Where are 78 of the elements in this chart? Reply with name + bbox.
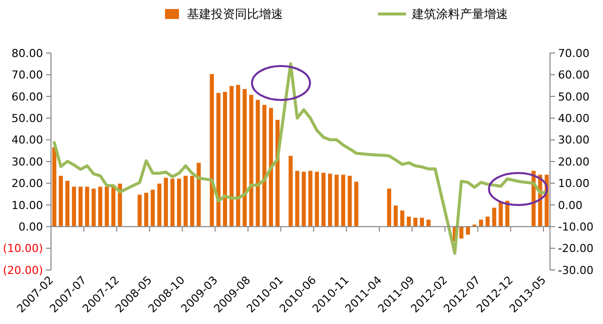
bar bbox=[150, 190, 155, 227]
legend-label: 建筑涂料产量增速 bbox=[411, 7, 508, 22]
bar bbox=[65, 180, 70, 227]
bar bbox=[210, 74, 214, 227]
y2-tick-label: 60.00 bbox=[558, 68, 590, 82]
bar bbox=[170, 178, 175, 227]
bar bbox=[479, 220, 484, 227]
bar bbox=[98, 186, 102, 227]
bar bbox=[459, 226, 464, 239]
y-tick-label: (10.00) bbox=[2, 242, 43, 256]
bar bbox=[58, 176, 63, 227]
bar bbox=[420, 218, 424, 227]
y2-tick-label: -30.00 bbox=[558, 264, 594, 277]
bar bbox=[230, 86, 234, 227]
y-tick-label: (20.00) bbox=[2, 264, 43, 277]
legend-label: 基建投资同比增速 bbox=[187, 7, 283, 22]
bar bbox=[262, 104, 266, 227]
bar bbox=[466, 226, 470, 235]
y-tick-label: 40.00 bbox=[12, 134, 43, 147]
bar bbox=[387, 188, 392, 227]
bar bbox=[413, 218, 418, 227]
bar bbox=[406, 216, 411, 227]
y2-tick-label: 50.00 bbox=[558, 90, 590, 104]
bar bbox=[92, 188, 96, 227]
bar bbox=[328, 174, 332, 227]
bar bbox=[138, 194, 142, 227]
bar bbox=[184, 176, 188, 227]
bar bbox=[256, 100, 260, 227]
bar bbox=[190, 176, 194, 227]
y2-tick-label: 0.00 bbox=[558, 198, 582, 212]
bar bbox=[236, 84, 240, 227]
bar bbox=[334, 174, 339, 227]
bar bbox=[268, 108, 273, 227]
bar bbox=[104, 186, 109, 227]
bar bbox=[52, 147, 56, 227]
bar bbox=[164, 178, 168, 227]
bar bbox=[486, 216, 490, 227]
y-tick-label: 70.00 bbox=[12, 68, 43, 82]
bar bbox=[85, 186, 90, 227]
y-tick-label: 10.00 bbox=[12, 198, 43, 212]
bar bbox=[314, 172, 319, 227]
y2-tick-label: 30.00 bbox=[558, 134, 590, 147]
bar bbox=[498, 202, 503, 227]
y-tick-label: 80.00 bbox=[12, 46, 43, 60]
bar bbox=[288, 156, 293, 227]
bar bbox=[321, 172, 326, 227]
y-tick-label: 60.00 bbox=[12, 90, 43, 104]
bar bbox=[196, 162, 201, 227]
y2-tick-label: 40.00 bbox=[558, 112, 590, 125]
y2-tick-label: -20.00 bbox=[558, 242, 594, 256]
bar bbox=[354, 182, 358, 227]
bar bbox=[302, 172, 306, 227]
bar bbox=[111, 186, 116, 227]
y2-tick-label: 20.00 bbox=[558, 155, 590, 168]
y-tick-label: 50.00 bbox=[12, 112, 43, 125]
y-tick-label: 20.00 bbox=[12, 177, 43, 190]
bar bbox=[216, 92, 220, 227]
y2-tick-label: 70.00 bbox=[558, 46, 590, 60]
bar bbox=[78, 186, 83, 227]
bar bbox=[400, 210, 404, 227]
bar bbox=[222, 92, 228, 227]
bar bbox=[72, 186, 76, 227]
bar bbox=[249, 94, 254, 227]
y-tick-label: 0.00 bbox=[18, 220, 43, 234]
bar bbox=[144, 192, 148, 227]
bar bbox=[492, 208, 496, 227]
y2-tick-label: 10.00 bbox=[558, 177, 590, 190]
bar bbox=[157, 184, 162, 227]
bar bbox=[308, 170, 312, 227]
bar bbox=[242, 89, 247, 227]
bar bbox=[426, 220, 431, 227]
y-tick-label: 30.00 bbox=[12, 155, 43, 168]
y2-tick-label: -10.00 bbox=[558, 220, 594, 234]
bar bbox=[295, 170, 300, 227]
bar bbox=[394, 206, 398, 227]
bar bbox=[348, 176, 352, 227]
bar bbox=[341, 174, 346, 227]
bar bbox=[176, 178, 182, 227]
